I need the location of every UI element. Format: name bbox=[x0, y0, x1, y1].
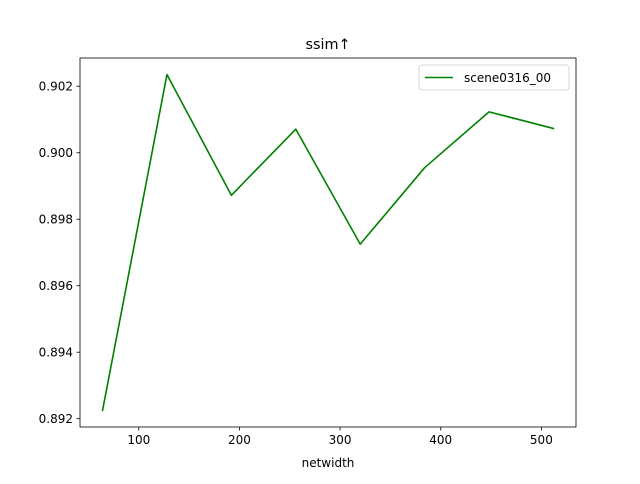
plot-series bbox=[101, 73, 555, 412]
legend-label: scene0316_00 bbox=[464, 71, 551, 85]
x-tick-label: 100 bbox=[127, 433, 150, 447]
chart-title: ssim↑ bbox=[305, 37, 350, 53]
y-tick-label: 0.900 bbox=[39, 146, 73, 160]
x-tick-label: 300 bbox=[329, 433, 352, 447]
x-tick-label: 400 bbox=[429, 433, 452, 447]
legend-box bbox=[418, 64, 570, 91]
y-tick-label: 0.892 bbox=[39, 412, 73, 426]
y-axis-ticks: 0.892 0.894 0.896 0.898 0.900 0.902 bbox=[39, 80, 80, 426]
plot-frame bbox=[79, 57, 577, 428]
x-axis-label: netwidth bbox=[302, 456, 355, 470]
y-tick-label: 0.902 bbox=[39, 80, 73, 94]
x-tick-label: 200 bbox=[228, 433, 251, 447]
legend: scene0316_00 bbox=[418, 64, 570, 91]
x-axis-ticks: 100 200 300 400 500 bbox=[127, 427, 553, 447]
y-tick-label: 0.894 bbox=[39, 346, 73, 360]
x-tick-label: 500 bbox=[530, 433, 553, 447]
y-tick-label: 0.898 bbox=[39, 213, 73, 227]
series-line bbox=[101, 73, 555, 412]
y-tick-label: 0.896 bbox=[39, 279, 73, 293]
